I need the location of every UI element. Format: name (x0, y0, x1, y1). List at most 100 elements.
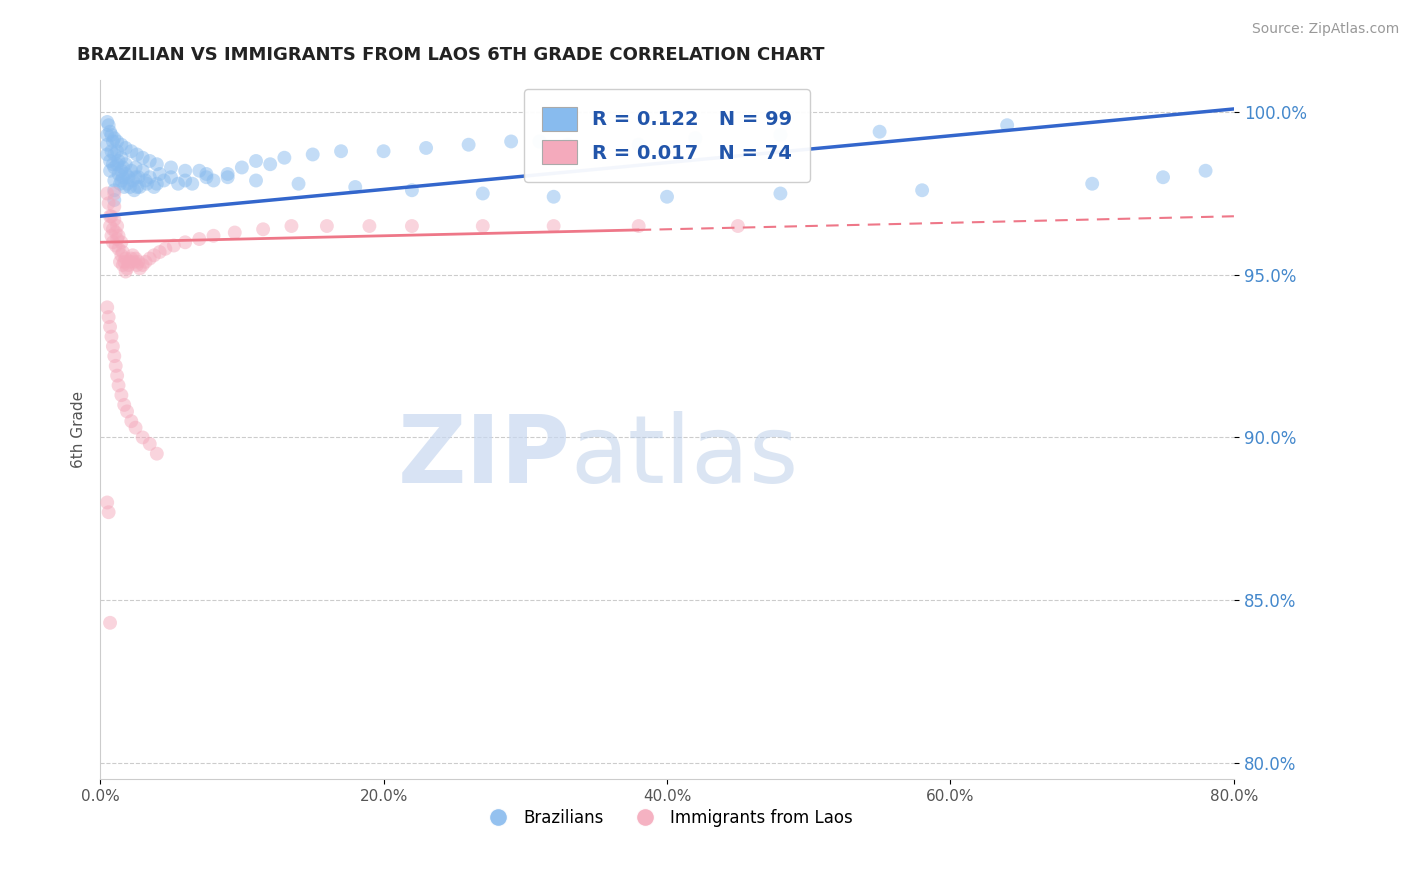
Point (1081, 177, 1104, 191)
Point (110, 151, 132, 165)
Point (97, 505, 120, 519)
Point (149, 167, 172, 181)
Point (273, 151, 295, 165)
Point (359, 219, 381, 233)
Text: BRAZILIAN VS IMMIGRANTS FROM LAOS 6TH GRADE CORRELATION CHART: BRAZILIAN VS IMMIGRANTS FROM LAOS 6TH GR… (77, 46, 825, 64)
Point (114, 141, 136, 155)
Point (127, 170, 149, 185)
Point (111, 170, 134, 185)
Point (114, 264, 136, 278)
Point (149, 245, 172, 260)
Point (98, 319, 121, 334)
Point (110, 248, 132, 262)
Point (501, 135, 523, 149)
Point (103, 131, 125, 145)
Point (107, 228, 129, 243)
Point (127, 254, 149, 268)
Point (101, 157, 124, 171)
Point (110, 137, 132, 152)
Point (114, 157, 136, 171)
Point (105, 157, 128, 171)
Point (995, 118, 1018, 132)
Point (115, 261, 138, 276)
Point (231, 161, 253, 175)
Point (103, 161, 125, 175)
Point (112, 254, 135, 268)
Point (401, 219, 423, 233)
Point (217, 167, 239, 181)
Point (118, 180, 141, 194)
Point (103, 173, 125, 187)
Point (655, 190, 678, 204)
Point (1152, 170, 1174, 185)
Point (110, 235, 132, 250)
Point (146, 177, 169, 191)
Point (188, 232, 211, 246)
Point (125, 147, 148, 161)
Point (138, 153, 160, 168)
Point (105, 232, 128, 246)
Point (122, 183, 145, 197)
Point (105, 135, 128, 149)
Point (869, 125, 891, 139)
Point (107, 242, 129, 256)
Point (98, 209, 121, 223)
Point (131, 430, 153, 444)
Point (101, 135, 124, 149)
Point (108, 177, 131, 191)
Point (100, 145, 122, 159)
Point (153, 173, 176, 187)
Point (174, 235, 197, 250)
Legend: Brazilians, Immigrants from Laos: Brazilians, Immigrants from Laos (475, 802, 859, 833)
Text: atlas: atlas (571, 411, 799, 503)
Point (114, 167, 136, 181)
Point (135, 177, 157, 191)
Point (188, 163, 211, 178)
Point (111, 161, 134, 175)
Point (685, 131, 707, 145)
Point (557, 137, 579, 152)
Point (103, 193, 125, 207)
Point (181, 177, 204, 191)
Point (627, 137, 650, 152)
Point (134, 173, 156, 187)
Point (100, 209, 122, 223)
Point (125, 180, 148, 194)
Point (98, 219, 121, 233)
Point (122, 254, 145, 268)
Point (115, 177, 138, 191)
Point (110, 173, 132, 187)
Point (110, 163, 132, 178)
Point (143, 180, 166, 194)
Point (98, 163, 121, 178)
Point (543, 190, 565, 204)
Point (100, 128, 122, 142)
Point (128, 180, 150, 194)
Point (97, 196, 120, 211)
Point (124, 170, 146, 185)
Point (344, 180, 367, 194)
Point (124, 161, 146, 175)
Point (252, 222, 274, 236)
Point (103, 147, 125, 161)
Point (98, 615, 121, 630)
Point (120, 414, 142, 428)
Point (128, 261, 150, 276)
Y-axis label: 6th Grade: 6th Grade (72, 391, 86, 467)
Point (103, 186, 125, 201)
Point (112, 398, 135, 412)
Point (146, 447, 169, 461)
Point (769, 186, 792, 201)
Point (138, 170, 160, 185)
Point (107, 167, 129, 181)
Point (330, 145, 353, 159)
Point (146, 157, 169, 171)
Point (103, 212, 125, 227)
Point (138, 252, 160, 266)
Point (107, 378, 129, 392)
Point (97, 118, 120, 132)
Point (727, 219, 749, 233)
Point (110, 388, 132, 402)
Point (96, 137, 118, 152)
Point (120, 163, 142, 178)
